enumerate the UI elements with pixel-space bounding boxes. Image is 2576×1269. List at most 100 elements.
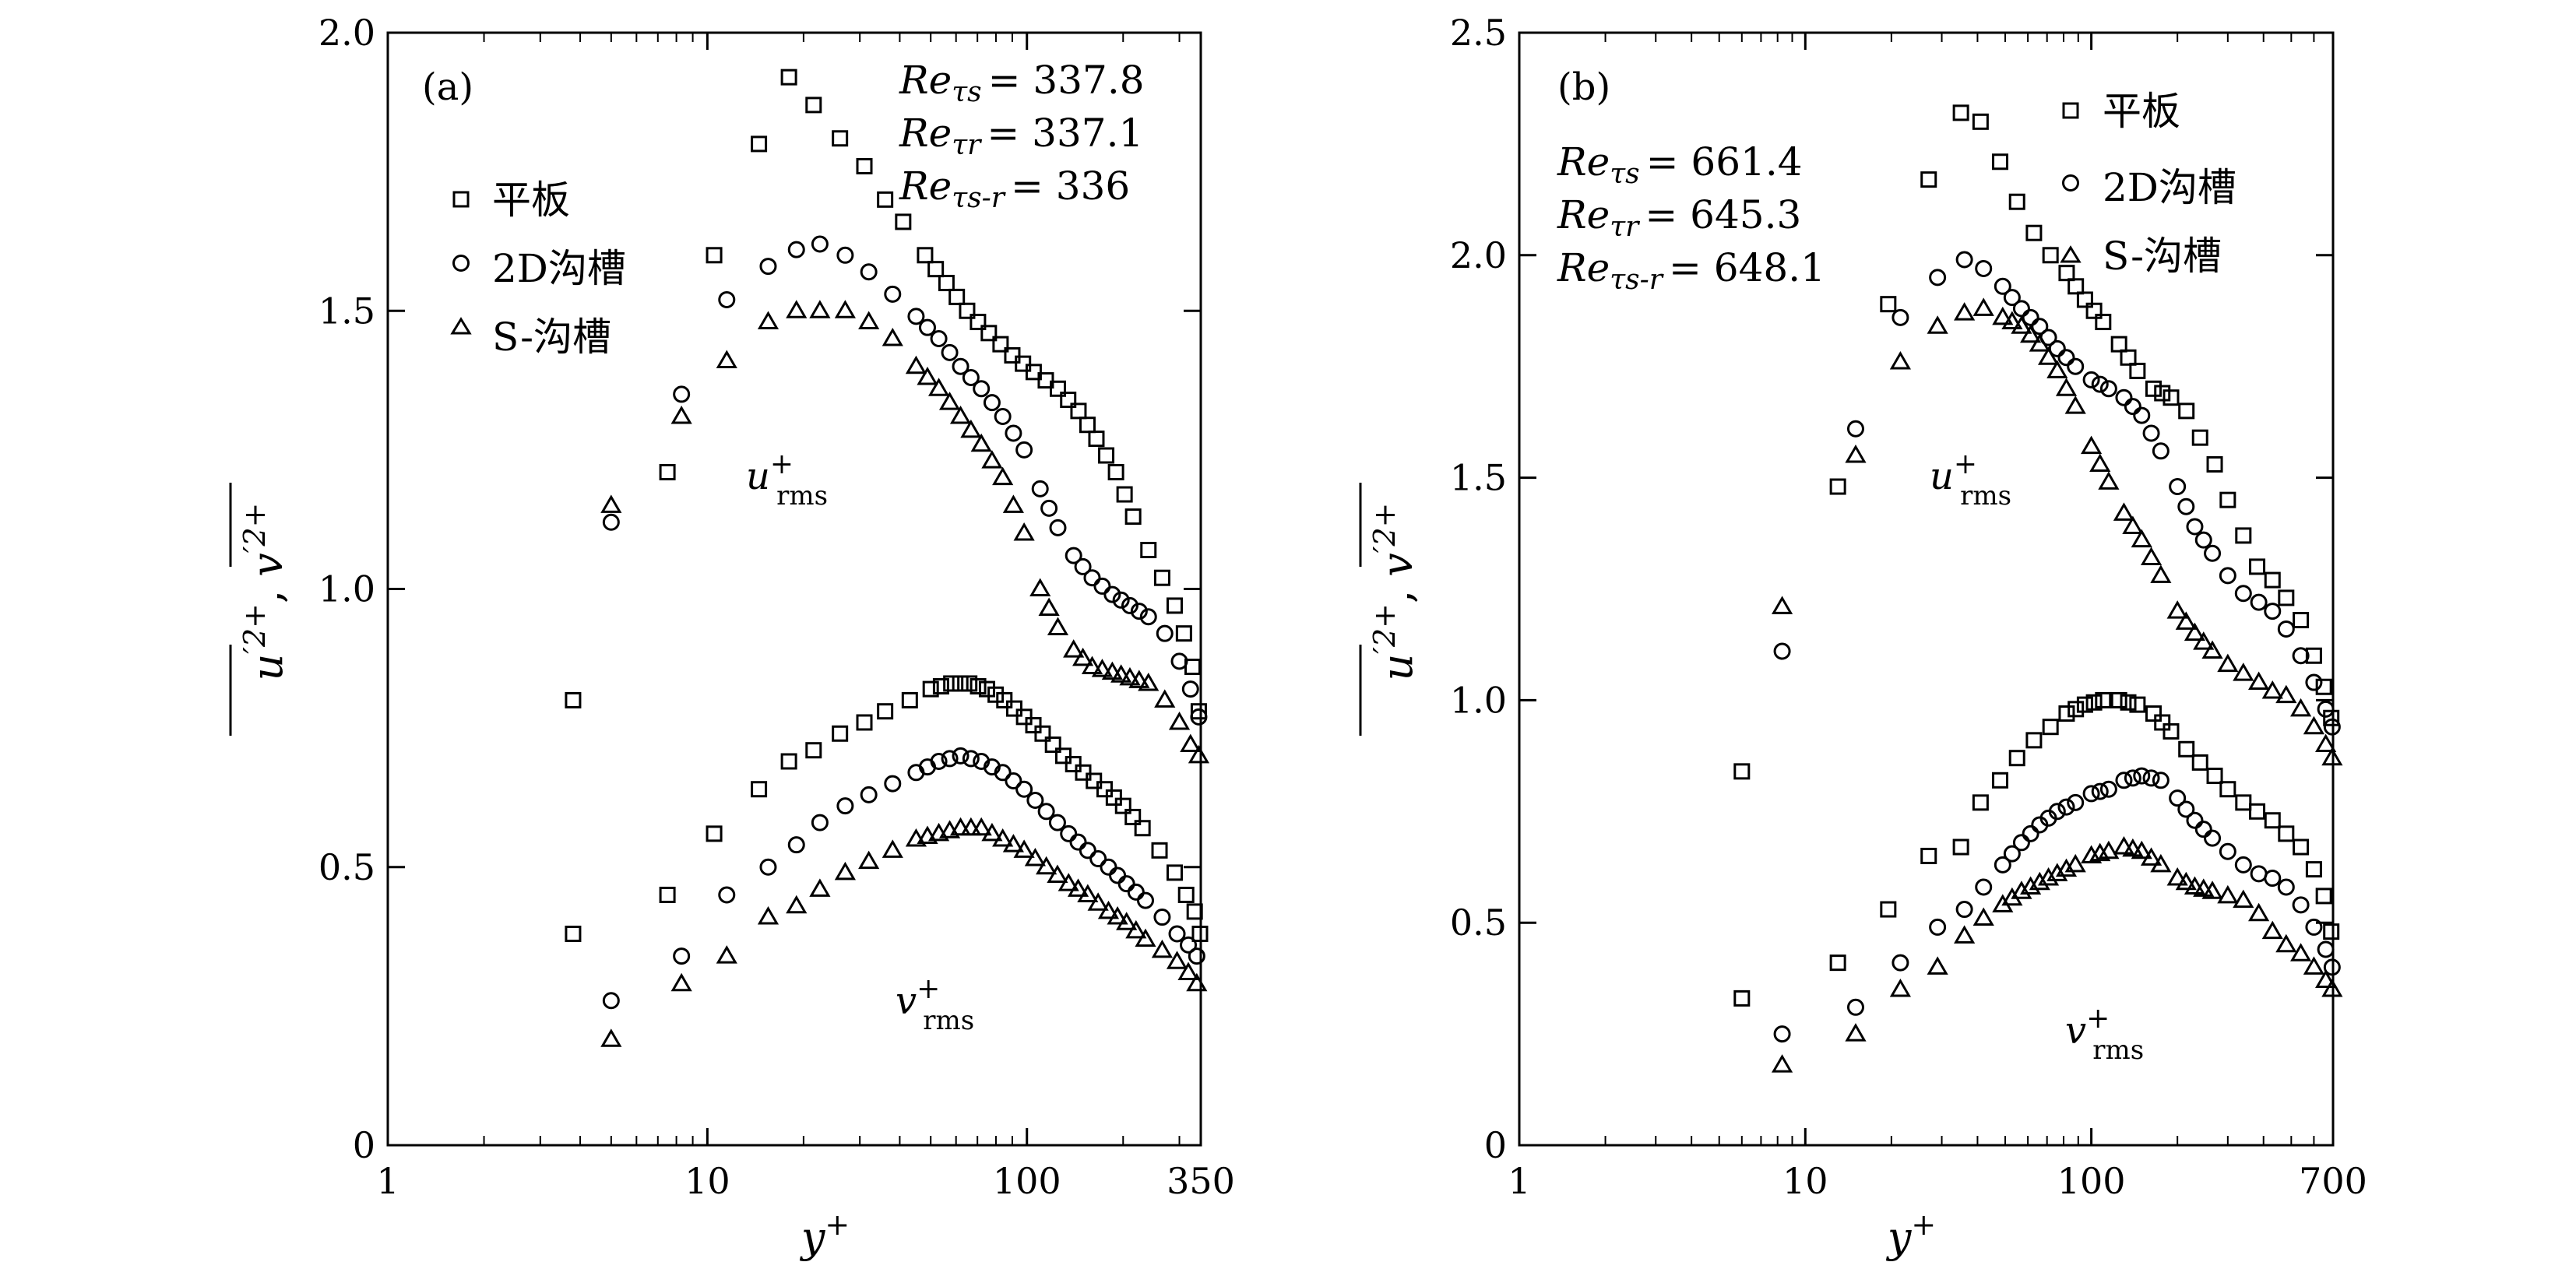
data-point-square — [948, 288, 966, 305]
data-point-circle — [2219, 842, 2236, 860]
data-point-triangle — [1135, 928, 1156, 947]
data-point-square — [706, 247, 723, 264]
data-point-circle — [1773, 642, 1791, 660]
data-markers-b — [1733, 104, 2343, 1073]
data-point-triangle — [1107, 906, 1128, 925]
data-point-circle — [1048, 814, 1066, 831]
data-point-square — [1034, 725, 1051, 742]
data-point-circle — [1180, 936, 1198, 954]
data-point-triangle — [2315, 733, 2337, 753]
data-point-triangle — [1029, 578, 1051, 596]
data-point-circle — [2048, 339, 2066, 357]
data-point-square — [1151, 842, 1168, 859]
data-point-square — [659, 886, 676, 903]
data-point-square — [1070, 402, 1087, 420]
data-point-circle — [2082, 371, 2100, 388]
data-point-triangle — [1954, 925, 1976, 944]
data-point-square — [2058, 265, 2075, 282]
data-point-circle — [962, 368, 980, 386]
data-point-square — [1005, 700, 1022, 717]
data-point-triangle — [2020, 876, 2042, 895]
data-point-circle — [2091, 782, 2109, 800]
data-point-square — [2154, 714, 2171, 731]
data-point-square — [1190, 703, 1207, 720]
data-point-triangle — [1067, 878, 1089, 897]
data-point-circle — [2219, 567, 2236, 585]
legend-b: 平板 2D沟槽 S-沟槽 — [2060, 89, 2236, 279]
data-point-circle — [673, 385, 691, 403]
curve-label-v-b: v+ rms — [2065, 1003, 2144, 1067]
chart-panel-a: 1 10 100 350 0 0.5 1.0 1.5 2.0 (a) y+ u′2+, v′2+… — [229, 12, 1235, 1262]
data-point-circle — [2003, 845, 2021, 863]
data-point-square — [1124, 808, 1142, 825]
data-point-circle — [1069, 833, 1087, 851]
data-point-square — [780, 69, 797, 86]
data-point-square — [1733, 990, 1751, 1007]
data-point-square — [1015, 708, 1033, 726]
data-point-circle — [2012, 834, 2030, 852]
data-point-circle — [2234, 856, 2252, 874]
data-point-circle — [1074, 557, 1092, 575]
data-point-circle — [1112, 591, 1130, 609]
x-axis-title-b: y+ — [1886, 1207, 1936, 1262]
data-point-triangle — [1177, 961, 1199, 981]
data-point-square — [2058, 705, 2075, 722]
data-point-circle — [718, 290, 736, 308]
legend-a: 平板 2D沟槽 S-沟槽 — [450, 178, 626, 360]
data-point-triangle — [2055, 858, 2078, 877]
data-point-square — [2120, 349, 2137, 366]
y-tick-label: 2.0 — [318, 12, 375, 54]
data-point-square — [2278, 825, 2295, 842]
data-point-square — [1992, 772, 2009, 789]
data-point-square — [2025, 224, 2043, 241]
svg-text:u′2+, v′2+: u′2+, v′2+ — [238, 503, 292, 681]
data-point-triangle — [1166, 951, 1188, 969]
data-point-circle — [1060, 824, 1078, 842]
legend-marker-circle — [452, 255, 470, 272]
data-point-square — [706, 825, 723, 842]
data-point-triangle — [2055, 378, 2078, 396]
y-tick-label: 0 — [353, 1124, 375, 1166]
data-point-square — [2095, 314, 2112, 331]
y-tick-label: 1.0 — [318, 568, 375, 610]
data-point-circle — [1137, 891, 1155, 909]
data-point-square — [1134, 820, 1151, 837]
data-point-square — [2249, 803, 2266, 820]
data-point-square — [832, 725, 849, 742]
data-point-square — [2191, 754, 2208, 771]
reynolds-annotations-a: Reτs = 337.8 Reτr = 337.1 Reτs-r = 336 — [899, 58, 1145, 214]
data-point-square — [917, 247, 934, 264]
data-point-square — [751, 781, 768, 798]
panel-label-a: (a) — [422, 65, 473, 109]
data-point-circle — [1994, 277, 2011, 295]
data-point-circle — [2169, 789, 2187, 807]
data-point-square — [1088, 431, 1105, 448]
data-point-triangle — [1972, 297, 1994, 316]
data-point-square — [2178, 740, 2195, 758]
data-point-triangle — [2131, 529, 2152, 548]
legend-marker-triangle — [450, 317, 472, 335]
data-point-square — [1992, 153, 2009, 170]
data-point-circle — [919, 318, 937, 336]
data-point-triangle — [2175, 611, 2197, 630]
data-point-triangle — [2029, 871, 2050, 891]
data-point-circle — [1188, 947, 1205, 965]
data-point-circle — [2099, 780, 2117, 798]
data-point-square — [1166, 597, 1183, 614]
data-point-square — [2008, 193, 2025, 210]
data-point-square — [927, 261, 945, 278]
data-point-circle — [1026, 792, 1044, 810]
data-point-triangle — [858, 311, 880, 330]
data-point-square — [659, 463, 676, 480]
data-point-square — [980, 325, 998, 342]
data-point-square — [1025, 364, 1042, 381]
legend-marker-triangle — [2060, 245, 2082, 263]
y-axis-title-b: u′2+, v′2+ — [1359, 483, 1422, 736]
data-point-circle — [1103, 585, 1121, 603]
data-point-square — [2110, 691, 2127, 708]
data-point-circle — [2204, 829, 2222, 847]
data-point-triangle — [2275, 933, 2297, 953]
data-point-triangle — [927, 378, 950, 396]
data-point-circle — [1031, 480, 1049, 497]
data-point-square — [2042, 719, 2059, 736]
